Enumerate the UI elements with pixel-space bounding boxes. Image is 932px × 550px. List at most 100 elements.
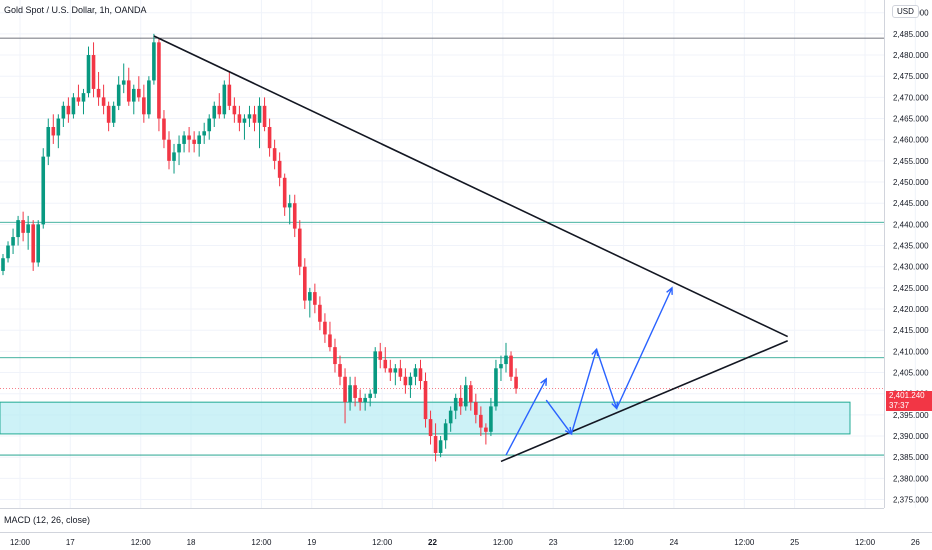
candle-body [252, 114, 257, 123]
candle-body [318, 304, 322, 322]
y-tick-label: 2,410.000 [893, 347, 929, 356]
candle-body [202, 131, 206, 136]
candle-body [458, 397, 463, 407]
chart-title: Gold Spot / U.S. Dollar, 1h, OANDA [4, 5, 147, 15]
currency-selector[interactable]: USD [892, 5, 919, 18]
x-tick-label: 19 [307, 538, 316, 547]
candle-body [303, 266, 307, 301]
y-tick-label: 2,455.000 [893, 157, 929, 166]
candle-body [494, 368, 498, 407]
indicator-label[interactable]: MACD (12, 26, close) [4, 515, 91, 525]
candle-body [378, 351, 383, 360]
y-tick-label: 2,445.000 [893, 199, 929, 208]
candle-body [479, 414, 483, 428]
y-tick-label: 2,435.000 [893, 242, 929, 251]
candle-body [91, 55, 96, 89]
last-price-value: 2,401.240 [889, 391, 925, 400]
candle-body [509, 355, 513, 377]
candle-body [343, 376, 347, 403]
candle-body [217, 105, 222, 115]
projection-arrow [505, 378, 547, 456]
candle-body [101, 97, 106, 106]
candle-body [242, 118, 247, 123]
price-axis [884, 0, 932, 550]
candle-body [227, 84, 232, 106]
candle-body [121, 80, 126, 85]
candle-body [504, 355, 508, 365]
candle-body [66, 105, 71, 115]
x-tick-label: 12:00 [493, 538, 514, 547]
candle-body [489, 406, 493, 432]
candle-body [328, 334, 332, 348]
candle-body [167, 139, 171, 161]
y-tick-label: 2,405.000 [893, 369, 929, 378]
x-tick-label: 12:00 [251, 538, 272, 547]
candle-body [353, 385, 357, 398]
candle-body [56, 118, 61, 136]
candle-body [338, 364, 342, 377]
y-tick-label: 2,485.000 [893, 30, 929, 39]
candle-body [222, 84, 227, 115]
candle-body [6, 245, 10, 259]
candle-body [152, 42, 156, 81]
trendline [500, 340, 788, 463]
x-tick-label: 26 [911, 538, 920, 547]
candle-body [282, 177, 287, 208]
y-tick-label: 2,440.000 [893, 220, 929, 229]
candle-body [137, 88, 141, 98]
projection-arrow [570, 349, 598, 435]
projection-arrow [616, 287, 673, 409]
candle-body [388, 368, 393, 373]
candle-body [272, 148, 277, 161]
candle-body [393, 368, 398, 373]
candle-body [262, 105, 267, 127]
candle-body [453, 397, 458, 411]
candle-body [197, 135, 201, 144]
candle-body [292, 203, 297, 229]
candle-body [514, 376, 518, 389]
y-tick-label: 2,475.000 [893, 72, 929, 81]
candle-body [403, 376, 408, 386]
y-tick-label: 2,470.000 [893, 93, 929, 102]
projection-arrow [545, 399, 572, 435]
candle-body [172, 152, 176, 161]
candle-body [448, 410, 453, 424]
candle-body [71, 97, 76, 115]
candle-body [413, 368, 418, 377]
candle-body [308, 292, 312, 301]
candle-body [443, 423, 448, 441]
candle-body [96, 88, 101, 98]
candle-body [26, 224, 30, 233]
candle-body [438, 440, 443, 453]
candle-body [247, 114, 252, 119]
candle-body [232, 105, 237, 115]
projection-arrow [595, 349, 618, 409]
y-tick-label: 2,465.000 [893, 115, 929, 124]
x-tick-label: 12:00 [734, 538, 755, 547]
candle-body [237, 114, 242, 123]
candle-body [277, 160, 282, 178]
candle-body [433, 436, 438, 453]
candle-body [36, 224, 41, 263]
candle-body [126, 80, 131, 102]
candle-body [323, 321, 327, 335]
x-tick-label: 12:00 [131, 538, 152, 547]
y-tick-label: 2,480.000 [893, 51, 929, 60]
last-price-tag: 2,401.240 37:37 [886, 391, 932, 411]
candle-body [51, 127, 56, 136]
candle-body [111, 105, 116, 123]
candle-body [408, 376, 413, 386]
y-tick-label: 2,395.000 [893, 411, 929, 420]
candle-body [287, 203, 292, 208]
projection-arrowhead [540, 377, 547, 386]
candle-body [157, 42, 161, 119]
y-tick-label: 2,390.000 [893, 432, 929, 441]
candle-body [358, 397, 362, 403]
y-tick-label: 2,460.000 [893, 136, 929, 145]
candle-body [428, 419, 433, 437]
candle-body [373, 351, 378, 394]
candle-body [11, 237, 15, 246]
candle-body [212, 105, 217, 119]
y-tick-label: 2,375.000 [893, 496, 929, 505]
